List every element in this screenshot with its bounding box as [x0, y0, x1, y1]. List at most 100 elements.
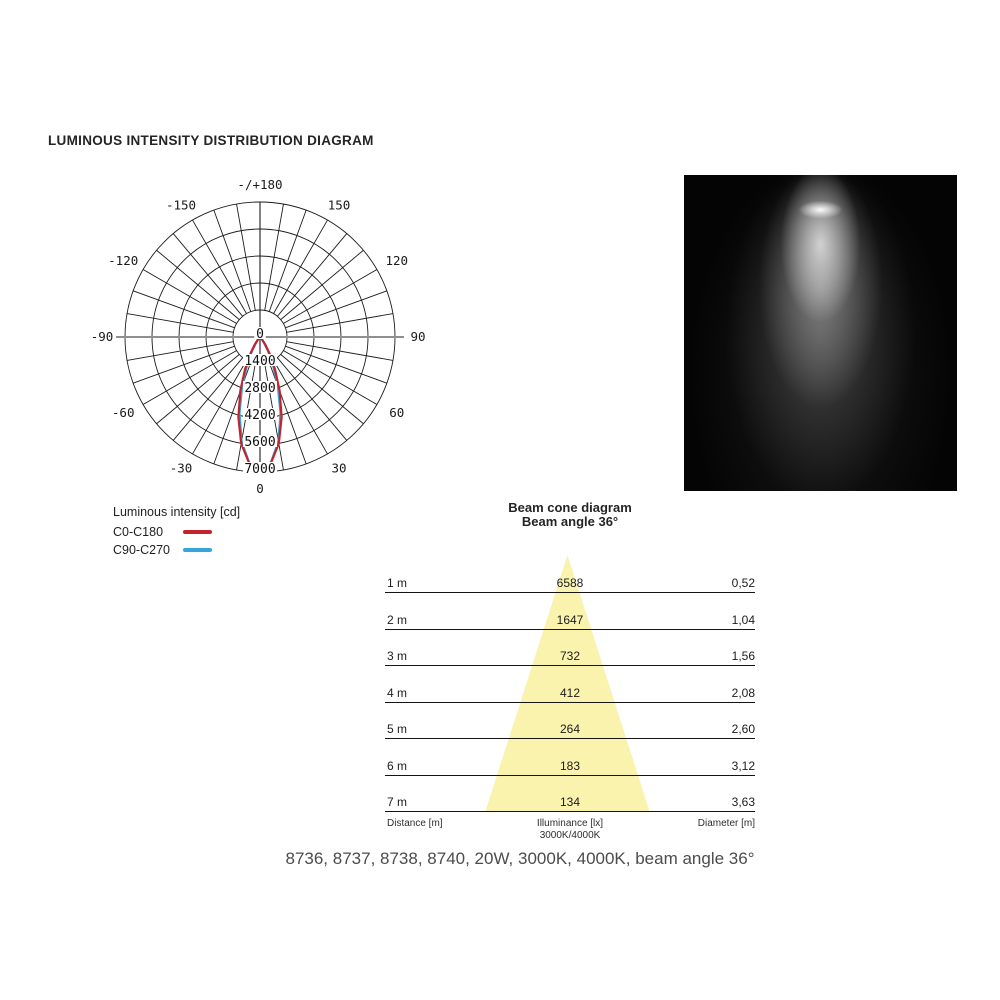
polar-spoke: [126, 313, 234, 333]
angle-tick-label: 60: [389, 405, 404, 420]
ring-tick-label: 5600: [244, 435, 275, 450]
polar-spoke: [236, 203, 256, 311]
angle-tick-label: -60: [112, 405, 135, 420]
diameter-cell: 2,60: [731, 722, 755, 736]
luminous-intensity-polar-chart: -/+180 150 120 90 60 30 0 -30 -60 -90 -120 -150 0 140…: [91, 177, 426, 496]
angle-tick-label: 150: [328, 197, 351, 212]
polar-spoke: [132, 345, 235, 384]
beam-cone-shape: [485, 555, 650, 811]
polar-spoke: [172, 233, 243, 317]
illuminance-cell: 1647: [556, 612, 584, 627]
polar-spoke: [264, 203, 284, 311]
beam-cone-diagram: Beam cone diagram Beam angle 36° 1 m 6588…: [385, 497, 755, 849]
footer-diameter-label: Diameter [m]: [697, 818, 755, 829]
angle-tick-label: 120: [386, 253, 409, 268]
polar-spoke: [213, 209, 252, 312]
distance-cell: 6 m: [387, 758, 408, 773]
polar-spoke: [283, 350, 378, 405]
legend-title: Luminous intensity [cd]: [113, 505, 241, 519]
diameter-cell: 1,04: [731, 612, 755, 627]
ring-tick-label: 4200: [244, 408, 275, 423]
table-row: 6 m 183 3,12: [385, 758, 755, 776]
legend-item: C0-C180: [113, 523, 240, 541]
distance-cell: 3 m: [387, 649, 408, 663]
angle-tick-label: -30: [170, 461, 193, 476]
diameter-cell: 0,52: [731, 576, 755, 590]
ring-label-bg: [243, 354, 277, 366]
beam-cone-title: Beam cone diagram Beam angle 36°: [385, 501, 755, 529]
beam-cone-title-line2: Beam angle 36°: [521, 514, 619, 529]
legend-item: C90-C270: [113, 541, 240, 559]
distance-cell: 7 m: [387, 795, 408, 809]
diameter-cell: 3,12: [731, 758, 755, 773]
polar-spoke: [277, 357, 348, 441]
beam-photo: [684, 175, 957, 491]
angle-tick-label: -90: [91, 329, 114, 344]
ring-label-bg: [254, 327, 266, 339]
ring-tick-label: 1400: [244, 354, 275, 369]
illuminance-cell: 134: [559, 795, 581, 809]
angle-tick-label: -150: [166, 197, 196, 212]
table-row: 4 m 412 2,08: [385, 685, 755, 703]
polar-spoke: [268, 209, 307, 312]
caption: 8736, 8737, 8738, 8740, 20W, 3000K, 4000…: [285, 849, 755, 868]
angle-tick-label: 30: [331, 461, 346, 476]
polar-spoke: [285, 290, 388, 329]
illuminance-cell: 264: [559, 722, 581, 736]
page-title: LUMINOUS INTENSITY DISTRIBUTION DIAGRAM: [48, 133, 374, 148]
polar-spoke: [156, 354, 240, 425]
legend-item-label: C0-C180: [113, 525, 164, 539]
table-row: 7 m 134 3,63: [385, 794, 755, 812]
legend-rows: C0-C180 C90-C270: [113, 523, 240, 559]
polar-spoke: [172, 357, 243, 441]
footer-illuminance-line1: Illuminance [lx]: [536, 818, 604, 829]
polar-spoke: [277, 233, 348, 317]
ring-tick-label: 0: [256, 327, 264, 342]
distance-cell: 5 m: [387, 722, 408, 736]
diameter-cell: 1,56: [731, 649, 755, 663]
diameter-cell: 3,63: [731, 795, 755, 809]
polar-spoke: [142, 269, 237, 324]
ring-tick-label: 2800: [244, 381, 275, 396]
legend-line-swatch: [183, 530, 212, 534]
ring-label-bg: [243, 462, 277, 474]
table-row: 3 m 732 1,56: [385, 648, 755, 666]
light-cone-triangle: [485, 555, 650, 811]
table-row: 5 m 264 2,60: [385, 721, 755, 739]
angle-tick-label: -/+180: [237, 177, 282, 192]
ring-label-bg: [243, 381, 277, 393]
legend: Luminous intensity [cd] C0-C180 C90-C270: [113, 505, 240, 559]
polar-spoke: [286, 313, 394, 333]
illuminance-cell: 6588: [556, 576, 584, 590]
angle-tick-label: 90: [410, 329, 425, 344]
beam-cone-title-line1: Beam cone diagram: [508, 500, 632, 515]
polar-spoke: [280, 354, 364, 425]
footer-distance-label: Distance [m]: [387, 818, 443, 829]
polar-spoke: [273, 219, 328, 314]
legend-line-swatch: [183, 548, 212, 552]
ring-tick-label: 7000: [244, 462, 275, 477]
table-row: 1 m 6588 0,52: [385, 575, 755, 593]
legend-item-label: C90-C270: [113, 543, 170, 557]
distance-cell: 2 m: [387, 612, 408, 627]
ring-label-bg: [243, 435, 277, 447]
polar-spoke: [132, 290, 235, 329]
polar-spoke: [280, 249, 364, 320]
illuminance-cell: 183: [559, 758, 581, 773]
polar-spoke: [156, 249, 240, 320]
angle-tick-label: -120: [108, 253, 138, 268]
polar-spoke: [142, 350, 237, 405]
polar-spoke: [286, 341, 394, 361]
polar-spoke: [192, 219, 247, 314]
angle-tick-label: 0: [256, 481, 264, 496]
footer-illuminance-line2: 3000K/4000K: [539, 830, 601, 841]
distance-cell: 4 m: [387, 685, 408, 700]
table-row: 2 m 1647 1,04: [385, 612, 755, 630]
polar-spoke: [273, 360, 328, 455]
illuminance-cell: 412: [559, 685, 581, 700]
illuminance-cell: 732: [559, 649, 581, 663]
polar-spoke: [126, 341, 234, 361]
footer-illuminance-label: Illuminance [lx] 3000K/4000K: [385, 818, 755, 842]
distance-cell: 1 m: [387, 576, 408, 590]
